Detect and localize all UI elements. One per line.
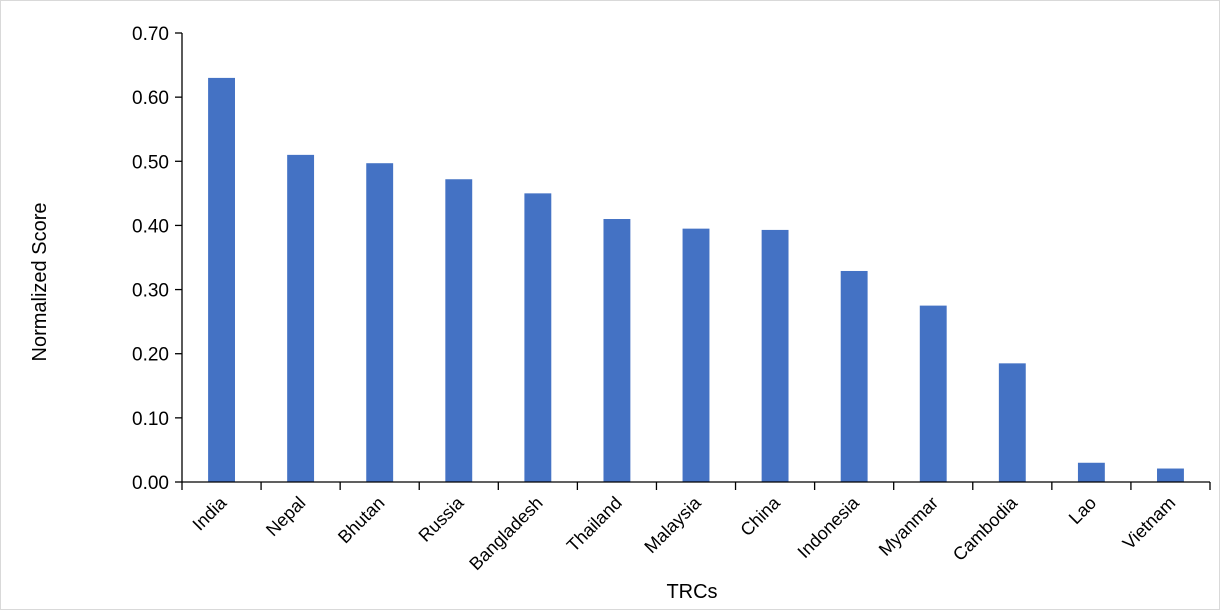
- y-tick-label: 0.20: [132, 345, 169, 366]
- bar-vietnam: [1157, 468, 1184, 482]
- bars-group: [208, 77, 1184, 483]
- y-axis-title: Normalized Score: [29, 203, 51, 362]
- bar-lao: [1077, 462, 1105, 482]
- y-tick-label: 0.00: [132, 473, 169, 494]
- x-axis-title: TRCs: [666, 581, 717, 603]
- y-axis: 0.00 0.10 0.20 0.30 0.40 0.50 0.60 0.70: [132, 24, 183, 494]
- bar-malaysia: [682, 228, 710, 482]
- y-tick-label: 0.40: [132, 216, 169, 237]
- bar-indonesia: [840, 270, 868, 482]
- y-tick-label: 0.60: [132, 88, 169, 109]
- bar-china: [761, 229, 789, 482]
- y-tick-label: 0.70: [132, 24, 169, 45]
- y-tick-label: 0.50: [132, 152, 169, 173]
- bar-myanmar: [919, 305, 947, 482]
- bar-cambodia: [998, 363, 1026, 482]
- bar-thailand: [603, 219, 631, 482]
- bar-bangladesh: [524, 193, 552, 483]
- bar-bhutan: [366, 163, 394, 482]
- bar-nepal: [287, 154, 315, 482]
- y-tick-label: 0.10: [132, 409, 169, 430]
- bar-india: [208, 77, 235, 483]
- y-tick-label: 0.30: [132, 281, 169, 302]
- bar-russia: [445, 179, 473, 482]
